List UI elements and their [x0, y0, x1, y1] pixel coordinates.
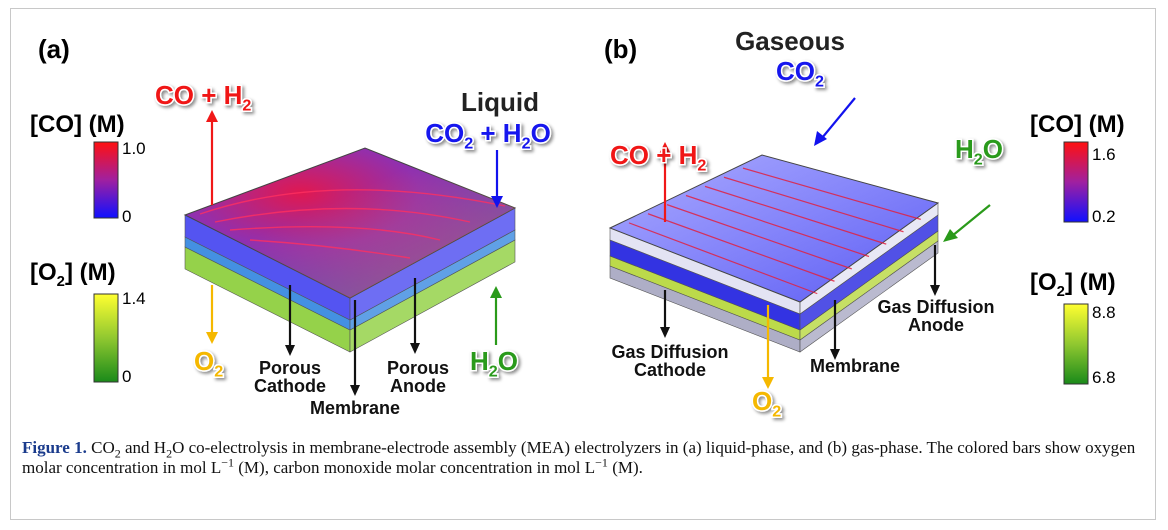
subscript: 2 [464, 135, 473, 153]
label-text: Gas Diffusion [877, 297, 994, 317]
label-text: Membrane [310, 398, 400, 418]
subscript: 2 [57, 274, 65, 290]
feed-label: H2O [470, 346, 518, 381]
label-text: [O [1030, 269, 1057, 296]
label-text: CO [776, 56, 815, 86]
feed-label: H2O [955, 134, 1003, 169]
colorbar [1064, 142, 1088, 222]
label-text: Porous [259, 358, 321, 378]
subscript: 2 [214, 363, 223, 381]
label-text: Anode [390, 376, 446, 396]
colorbar-tick: 8.8 [1092, 303, 1116, 322]
label-text: Porous [387, 358, 449, 378]
layer-label: Cathode [634, 360, 706, 380]
layer-label: Anode [390, 376, 446, 396]
colorbar-tick: 0 [122, 207, 131, 226]
colorbar-title: [CO] (M) [30, 111, 125, 138]
layer-label: Anode [908, 315, 964, 335]
colorbar-title: [O2] (M) [1030, 269, 1116, 300]
layer-label: Membrane [310, 398, 400, 418]
product-label: O2 [752, 386, 781, 421]
caption-text: (M). [608, 458, 643, 477]
caption-text: Figure 1. [22, 438, 87, 457]
label-text: O [498, 346, 518, 376]
colorbar-tick: 1.6 [1092, 145, 1116, 164]
label-text: O [752, 386, 772, 416]
caption-text: −1 [221, 455, 234, 469]
subscript: 2 [697, 157, 706, 175]
layer-label: Membrane [810, 356, 900, 376]
label-text: Cathode [254, 376, 326, 396]
panel-label: (b) [604, 34, 637, 64]
figure-caption: Figure 1. CO2 and H2O co-electrolysis in… [22, 438, 1142, 478]
label-text: [O [30, 259, 57, 286]
caption-text: CO [87, 438, 115, 457]
subscript: 2 [242, 97, 251, 115]
electrolyzer-renders [185, 148, 938, 352]
subscript: 2 [489, 363, 498, 381]
label-text: H [955, 134, 974, 164]
colorbar-title: [O2] (M) [30, 259, 116, 290]
layer-label: Cathode [254, 376, 326, 396]
product-label: CO + H2 [610, 140, 706, 175]
label-text: Anode [908, 315, 964, 335]
label-text: CO + H [610, 140, 697, 170]
label-text: Cathode [634, 360, 706, 380]
colorbar [94, 142, 118, 218]
label-text: O [194, 346, 214, 376]
label-text: ] (M) [1065, 269, 1116, 296]
panel-label: (a) [38, 34, 70, 64]
colorbar [94, 294, 118, 382]
subscript: 2 [522, 135, 531, 153]
layer-label: Gas Diffusion [877, 297, 994, 317]
layer-label: Porous [387, 358, 449, 378]
colorbar [1064, 304, 1088, 384]
label-text: Liquid [461, 87, 539, 117]
label-text: H [470, 346, 489, 376]
label-text: Gaseous [735, 26, 845, 56]
label-text: + H [473, 118, 521, 148]
colorbar-tick: 0.2 [1092, 207, 1116, 226]
figure-page: (a) [CO] (M) 1.0 0 [O2] (M) 1.4 0 CO + H… [0, 0, 1168, 530]
subscript: 2 [1057, 284, 1065, 300]
label-text: Gas Diffusion [611, 342, 728, 362]
label-text: O [983, 134, 1003, 164]
subscript: 2 [772, 403, 781, 421]
feed-label: Gaseous [735, 26, 845, 56]
caption-text: (M), carbon monoxide molar concentration… [234, 458, 595, 477]
label-text: CO + H [155, 80, 242, 110]
layer-label: Porous [259, 358, 321, 378]
label-text: [CO] (M) [1030, 111, 1125, 138]
label-text: [CO] (M) [30, 111, 125, 138]
colorbar-tick: 1.4 [122, 289, 146, 308]
colorbar-title: [CO] (M) [1030, 111, 1125, 138]
caption-text: and H [121, 438, 166, 457]
subscript: 2 [974, 151, 983, 169]
subscript: 2 [815, 73, 824, 91]
colorbar-tick: 0 [122, 367, 131, 386]
colorbar-tick: 1.0 [122, 139, 146, 158]
label-text: O [531, 118, 551, 148]
product-label: O2 [194, 346, 223, 381]
layer-label: Gas Diffusion [611, 342, 728, 362]
feed-label: Liquid [461, 87, 539, 117]
feed-label: CO2 [776, 56, 824, 91]
label-text: CO [425, 118, 464, 148]
caption-text: −1 [595, 455, 608, 469]
colorbar-tick: 6.8 [1092, 368, 1116, 387]
product-label: CO + H2 [155, 80, 251, 115]
figure: (a) [CO] (M) 1.0 0 [O2] (M) 1.4 0 CO + H… [0, 0, 1168, 430]
label-text: Membrane [810, 356, 900, 376]
label-text: ] (M) [65, 259, 116, 286]
feed-label: CO2 + H2O [425, 118, 551, 153]
